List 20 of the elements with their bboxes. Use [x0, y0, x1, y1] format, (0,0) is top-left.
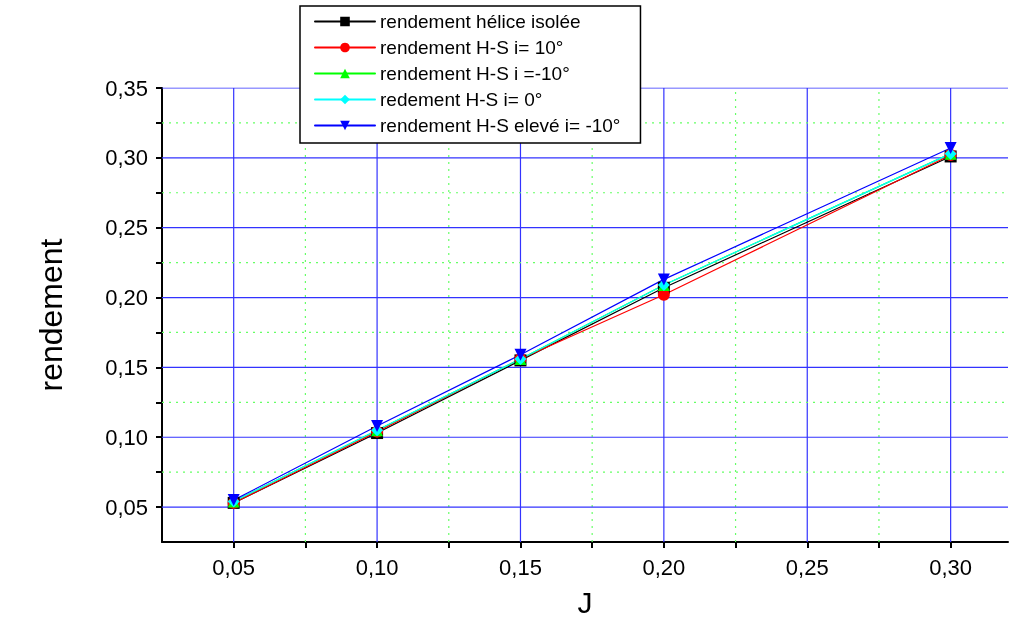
legend-label: rendement H-S i= 10°: [380, 37, 564, 58]
y-tick-label: 0,15: [105, 354, 148, 380]
y-tick-label: 0,05: [105, 494, 148, 520]
x-tick-label: 0,10: [355, 554, 399, 580]
x-tick-label: 0,05: [212, 554, 256, 580]
y-tick-label: 0,10: [105, 424, 148, 450]
y-axis-title: rendement: [33, 238, 69, 392]
x-axis-title: J: [577, 585, 593, 619]
y-tick-label: 0,35: [105, 75, 148, 101]
y-tick-label: 0,30: [105, 145, 148, 171]
x-tick-label: 0,30: [929, 554, 973, 580]
x-tick-label: 0,25: [785, 554, 829, 580]
y-tick-label: 0,25: [105, 215, 148, 241]
x-tick-label: 0,20: [642, 554, 686, 580]
legend-label: rendement H-S i =-10°: [380, 63, 570, 84]
legend-label: rendement hélice isolée: [380, 11, 581, 32]
x-tick-label: 0,15: [499, 554, 542, 580]
legend-label: redement H-S i= 0°: [380, 89, 543, 110]
y-tick-label: 0,20: [105, 285, 148, 311]
legend-label: rendement H-S elevé i= -10°: [380, 115, 621, 136]
